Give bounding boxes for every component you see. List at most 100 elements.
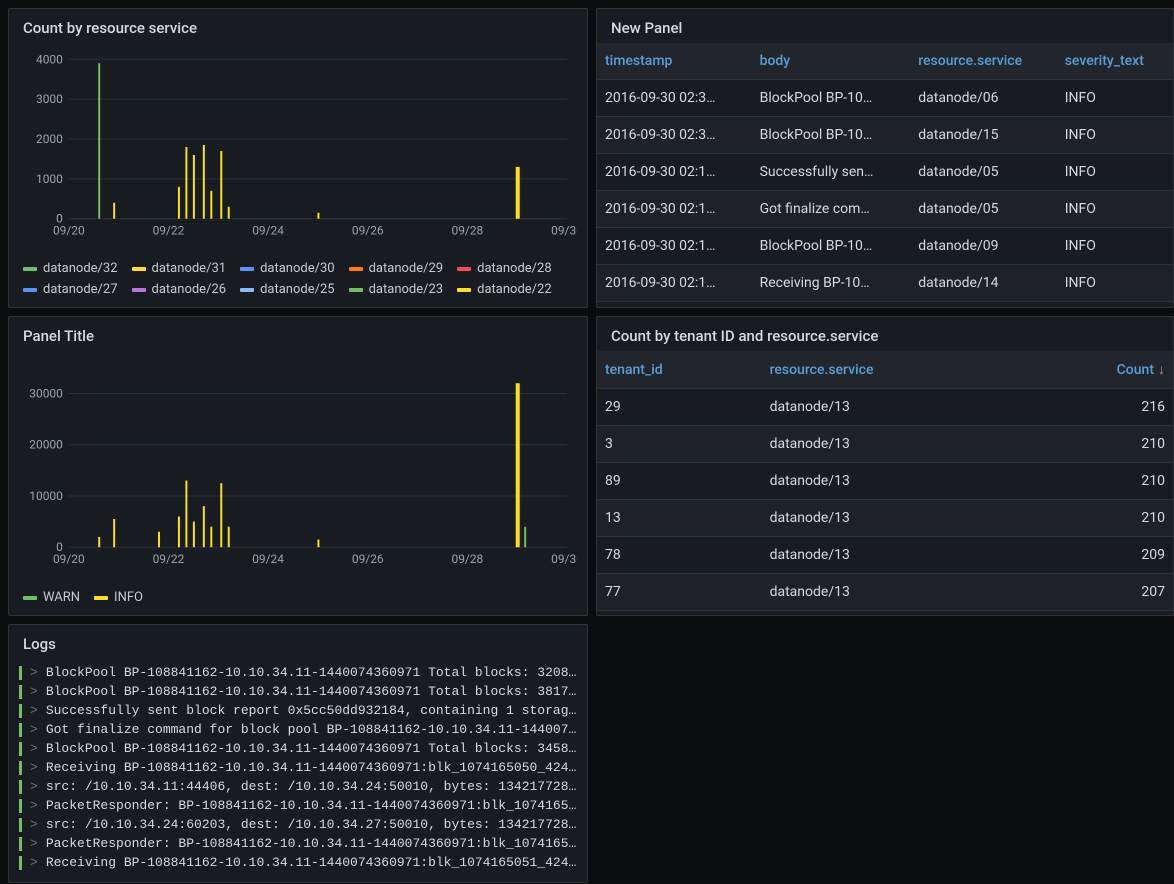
legend-item[interactable]: datanode/30 [240, 261, 335, 276]
table-header[interactable]: resource.service [762, 351, 1030, 389]
table-row[interactable]: 2016-09-30 02:1…Got finalize com…datanod… [597, 191, 1173, 228]
log-line[interactable]: >BlockPool BP-108841162-10.10.34.11-1440… [19, 682, 577, 701]
log-text: Receiving BP-108841162-10.10.34.11-14400… [46, 760, 577, 775]
legend-item[interactable]: datanode/23 [349, 282, 444, 297]
expand-caret-icon[interactable]: > [30, 741, 38, 756]
table-row[interactable]: 77datanode/13207 [597, 574, 1173, 611]
log-level-bar [19, 799, 22, 813]
table-header[interactable]: resource.service [910, 43, 1056, 80]
expand-caret-icon[interactable]: > [30, 836, 38, 851]
table-row[interactable]: 2016-09-30 02:1…BlockPool BP-10…datanode… [597, 228, 1173, 265]
svg-text:09/28: 09/28 [452, 552, 484, 566]
log-level-bar [19, 856, 22, 870]
table-row[interactable]: 2016-09-30 02:3…BlockPool BP-10…datanode… [597, 117, 1173, 154]
legend-swatch [349, 288, 363, 292]
table-cell: 2016-09-30 02:3… [597, 80, 752, 117]
svg-text:09/20: 09/20 [53, 552, 85, 566]
panel-count-by-service[interactable]: Count by resource service 01000200030004… [8, 8, 588, 308]
legend-item[interactable]: datanode/28 [457, 261, 552, 276]
legend-item[interactable]: datanode/26 [132, 282, 227, 297]
expand-caret-icon[interactable]: > [30, 684, 38, 699]
log-text: src: /10.10.34.24:60203, dest: /10.10.34… [46, 817, 577, 832]
log-line[interactable]: >BlockPool BP-108841162-10.10.34.11-1440… [19, 739, 577, 758]
table-row[interactable]: 2016-09-30 02:1…Receiving BP-10…datanode… [597, 265, 1173, 302]
expand-caret-icon[interactable]: > [30, 855, 38, 870]
table-cell: 207 [1029, 574, 1173, 611]
table-cell: datanode/14 [910, 265, 1056, 302]
legend-label: datanode/32 [43, 261, 118, 276]
svg-text:09/26: 09/26 [352, 224, 384, 238]
legend-item[interactable]: datanode/31 [132, 261, 227, 276]
panel-title: New Panel [597, 9, 1173, 43]
table-cell: datanode/13 [762, 574, 1030, 611]
log-line[interactable]: >BlockPool BP-108841162-10.10.34.11-1440… [19, 663, 577, 682]
legend-item[interactable]: datanode/29 [349, 261, 444, 276]
log-level-bar [19, 818, 22, 832]
table-cell: INFO [1057, 265, 1173, 302]
expand-caret-icon[interactable]: > [30, 665, 38, 680]
table-row[interactable]: 29datanode/13216 [597, 389, 1173, 426]
legend-swatch [23, 596, 37, 600]
expand-caret-icon[interactable]: > [30, 779, 38, 794]
table-row[interactable]: 2016-09-30 02:1…Successfully sen…datanod… [597, 154, 1173, 191]
legend-swatch [132, 267, 146, 271]
svg-text:09/20: 09/20 [53, 224, 85, 238]
log-lines[interactable]: >BlockPool BP-108841162-10.10.34.11-1440… [9, 659, 587, 882]
table-row[interactable]: 78datanode/13209 [597, 537, 1173, 574]
svg-text:09/24: 09/24 [252, 552, 284, 566]
log-line[interactable]: > PacketResponder: BP-108841162-10.10.34.… [19, 796, 577, 815]
log-line[interactable]: > Got finalize command for block pool BP-… [19, 720, 577, 739]
log-line[interactable]: > Receiving BP-108841162-10.10.34.11-1440… [19, 758, 577, 777]
log-line[interactable]: >Receiving BP-108841162-10.10.34.11-1440… [19, 853, 577, 872]
log-line[interactable]: > Successfully sent block report 0x5cc50d… [19, 701, 577, 720]
tenant-table[interactable]: tenant_idresource.serviceCount↓29datanod… [597, 351, 1173, 611]
table-header[interactable]: severity_text [1057, 43, 1173, 80]
panel-count-by-tenant[interactable]: Count by tenant ID and resource.service … [596, 316, 1174, 616]
table-cell: INFO [1057, 117, 1173, 154]
table-cell: datanode/06 [910, 80, 1056, 117]
chart-area[interactable]: 0100020003000400009/2009/2209/2409/2609/… [9, 43, 587, 255]
table-row[interactable]: 3datanode/13210 [597, 426, 1173, 463]
chart-legend: datanode/32 datanode/31 datanode/30 datanod… [9, 255, 587, 307]
table-row[interactable]: 13datanode/13210 [597, 500, 1173, 537]
panel-new[interactable]: New Panel timestampbodyresource.services… [596, 8, 1174, 308]
log-table[interactable]: timestampbodyresource.serviceseverity_te… [597, 43, 1173, 302]
legend-swatch [240, 288, 254, 292]
log-line[interactable]: >src: /10.10.34.11:44406, dest: /10.10.3… [19, 777, 577, 796]
legend-item[interactable]: WARN [23, 590, 80, 605]
legend-label: WARN [43, 590, 80, 605]
expand-caret-icon[interactable]: > [30, 722, 38, 737]
table-cell: INFO [1057, 154, 1173, 191]
expand-caret-icon[interactable]: > [30, 760, 38, 775]
legend-item[interactable]: datanode/32 [23, 261, 118, 276]
legend-item[interactable]: INFO [94, 590, 143, 605]
legend-label: datanode/30 [260, 261, 335, 276]
table-header[interactable]: Count↓ [1029, 351, 1173, 389]
table-row[interactable]: 2016-09-30 02:3…BlockPool BP-10…datanode… [597, 80, 1173, 117]
table-header[interactable]: body [752, 43, 911, 80]
legend-item[interactable]: datanode/27 [23, 282, 118, 297]
log-text: Successfully sent block report 0x5cc50dd… [46, 703, 577, 718]
log-line[interactable]: > src: /10.10.34.24:60203, dest: /10.10.3… [19, 815, 577, 834]
legend-item[interactable]: datanode/25 [240, 282, 335, 297]
svg-text:20000: 20000 [29, 438, 63, 452]
legend-item[interactable]: datanode/22 [457, 282, 552, 297]
panel-logs[interactable]: Logs >BlockPool BP-108841162-10.10.34.11… [8, 624, 588, 883]
log-text: Got finalize command for block pool BP-1… [46, 722, 577, 737]
table-header[interactable]: timestamp [597, 43, 752, 80]
table-cell: datanode/09 [910, 228, 1056, 265]
log-text: PacketResponder: BP-108841162-10.10.34.1… [46, 798, 577, 813]
log-text: PacketResponder: BP-108841162-10.10.34.1… [46, 836, 577, 851]
chart-area[interactable]: 010000200003000009/2009/2209/2409/2609/2… [9, 351, 587, 584]
expand-caret-icon[interactable]: > [30, 703, 38, 718]
log-line[interactable]: > PacketResponder: BP-108841162-10.10.34.… [19, 834, 577, 853]
expand-caret-icon[interactable]: > [30, 817, 38, 832]
table-header[interactable]: tenant_id [597, 351, 762, 389]
table-cell: 3 [597, 426, 762, 463]
chart-legend: WARN INFO [9, 584, 587, 615]
table-row[interactable]: 89datanode/13210 [597, 463, 1173, 500]
table-cell: datanode/05 [910, 191, 1056, 228]
panel-title-chart[interactable]: Panel Title 010000200003000009/2009/2209… [8, 316, 588, 616]
expand-caret-icon[interactable]: > [30, 798, 38, 813]
svg-text:09/24: 09/24 [252, 224, 284, 238]
